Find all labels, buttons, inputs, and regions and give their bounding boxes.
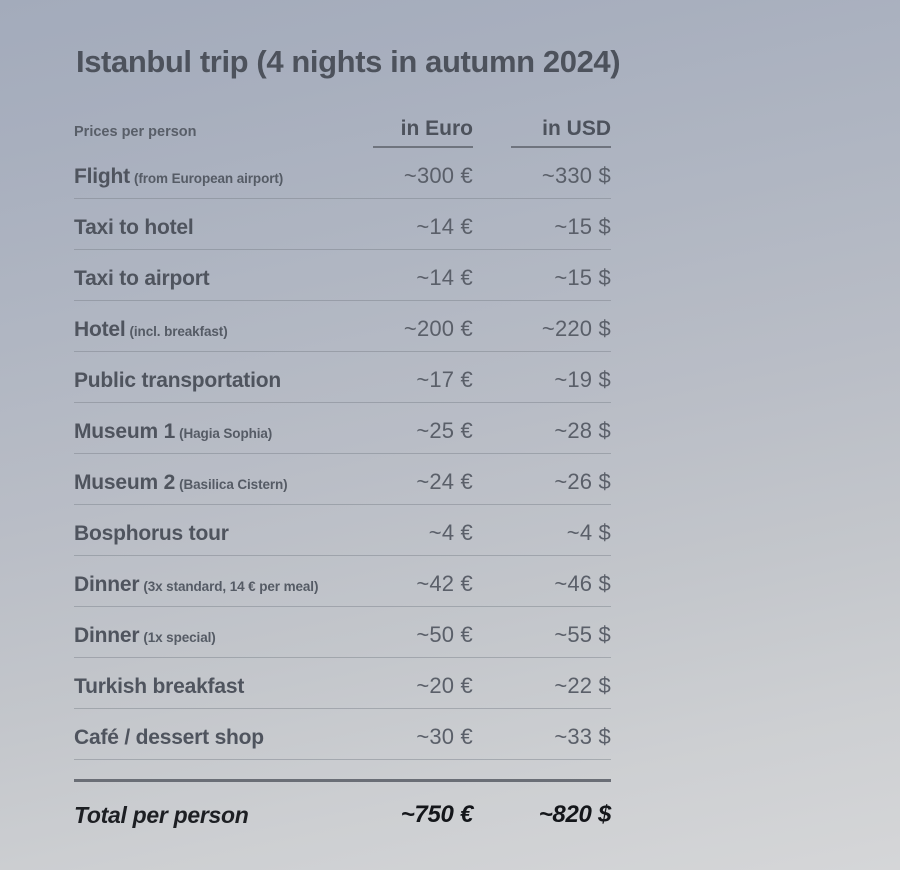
row-item-note: (1x special) [143,630,216,645]
table-row: Taxi to airport ~14 € ~15 $ [74,250,611,301]
total-value-euro: ~750 € [400,801,474,828]
page-title: Istanbul trip (4 nights in autumn 2024) [76,44,621,79]
table-row: Museum 2 (Basilica Cistern) ~24 € ~26 $ [74,454,611,505]
row-label: Taxi to hotel [74,216,373,249]
row-value-euro: ~20 € [416,673,473,698]
column-header-prices-per-person: Prices per person [74,124,197,140]
row-label: Dinner (3x standard, 14 € per meal) [74,573,373,606]
row-label: Museum 2 (Basilica Cistern) [74,471,373,504]
row-value-euro: ~42 € [416,571,473,596]
row-value-usd: ~33 $ [554,724,611,749]
row-value-usd: ~4 $ [566,520,611,545]
row-item-name: Dinner [74,573,140,596]
row-value-usd: ~26 $ [554,469,611,494]
row-value-euro: ~17 € [416,367,473,392]
row-item-name: Taxi to airport [74,267,210,290]
row-label: Hotel (incl. breakfast) [74,318,373,351]
row-label: Museum 1 (Hagia Sophia) [74,420,373,453]
row-value-usd: ~19 $ [554,367,611,392]
row-value-usd: ~220 $ [541,316,611,341]
row-item-note: (from European airport) [133,171,284,186]
row-item-note: (Basilica Cistern) [179,477,288,492]
row-item-name: Hotel [74,318,126,341]
table-row: Turkish breakfast ~20 € ~22 $ [74,658,611,709]
row-item-name: Museum 1 [74,420,176,443]
total-label: Total per person [74,802,249,828]
row-label: Dinner (1x special) [74,624,373,657]
row-value-euro: ~300 € [403,163,473,188]
row-item-note: (Hagia Sophia) [179,426,273,441]
table-row: Dinner (3x standard, 14 € per meal) ~42 €… [74,556,611,607]
row-value-usd: ~15 $ [554,214,611,239]
row-value-usd: ~22 $ [554,673,611,698]
row-value-euro: ~25 € [416,418,473,443]
row-item-name: Flight [74,165,130,188]
row-value-euro: ~50 € [416,622,473,647]
row-value-usd: ~15 $ [554,265,611,290]
row-label: Taxi to airport [74,267,373,300]
row-label: Turkish breakfast [74,675,373,708]
row-item-name: Bosphorus tour [74,522,229,545]
total-row: Total per person ~750 € ~820 $ [74,790,611,835]
row-value-euro: ~14 € [416,265,473,290]
row-label: Flight (from European airport) [74,165,373,198]
row-value-usd: ~330 $ [541,163,611,188]
row-value-euro: ~14 € [416,214,473,239]
row-item-name: Café / dessert shop [74,726,264,749]
table-header-row: Prices per person in Euro in USD [74,108,611,148]
table-row: Public transportation ~17 € ~19 $ [74,352,611,403]
row-value-euro: ~24 € [416,469,473,494]
total-value-usd: ~820 $ [538,801,612,828]
row-value-usd: ~28 $ [554,418,611,443]
row-item-name: Turkish breakfast [74,675,245,698]
row-item-note: (3x standard, 14 € per meal) [143,579,319,594]
row-label: Bosphorus tour [74,522,373,555]
price-table: Prices per person in Euro in USD Flight(… [74,108,611,760]
row-item-note: (incl. breakfast) [129,324,228,339]
row-value-usd: ~55 $ [554,622,611,647]
table-row: Museum 1 (Hagia Sophia) ~25 € ~28 $ [74,403,611,454]
table-row: Dinner (1x special) ~50 € ~55 $ [74,607,611,658]
row-label: Café / dessert shop [74,726,373,759]
total-divider [74,779,611,782]
row-value-euro: ~200 € [403,316,473,341]
row-label: Public transportation [74,369,373,402]
row-item-name: Dinner [74,624,140,647]
row-value-usd: ~46 $ [554,571,611,596]
column-header-euro: in Euro [373,117,473,148]
table-row: Bosphorus tour ~4 € ~4 $ [74,505,611,556]
row-value-euro: ~4 € [428,520,473,545]
row-item-name: Public transportation [74,369,281,392]
row-item-name: Taxi to hotel [74,216,194,239]
table-row: Flight (from European airport) ~300 € ~33… [74,148,611,199]
column-header-usd: in USD [511,117,611,148]
table-row: Hotel (incl. breakfast) ~200 € ~220 $ [74,301,611,352]
table-row: Café / dessert shop ~30 € ~33 $ [74,709,611,760]
row-item-name: Museum 2 [74,471,176,494]
table-row: Taxi to hotel ~14 € ~15 $ [74,199,611,250]
row-value-euro: ~30 € [416,724,473,749]
